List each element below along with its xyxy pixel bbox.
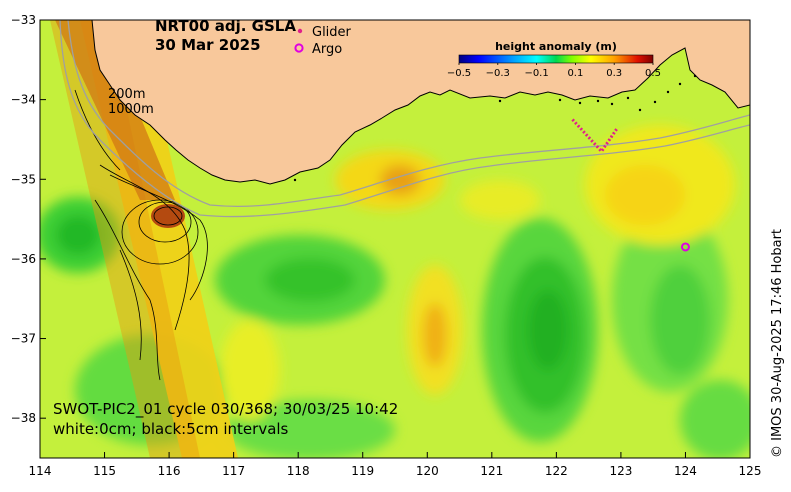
- depth-label-200m: 200m: [108, 87, 145, 102]
- y-axis: −33 −34 −35 −36 −37 −38: [11, 13, 46, 425]
- colorbar-tick-label: −0.1: [524, 68, 548, 79]
- anomaly-low-south: [225, 400, 395, 458]
- x-tick-label: 119: [351, 464, 374, 478]
- x-tick-label: 124: [674, 464, 697, 478]
- isobath-1000m: [59, 20, 750, 218]
- x-tick-label: 121: [480, 464, 503, 478]
- imos-credit: © IMOS 30-Aug-2025 17:46 Hobart: [770, 229, 785, 458]
- argo-markers: [680, 242, 690, 252]
- plot-frame: [39, 19, 751, 459]
- swot-swath-inner: [50, 20, 200, 458]
- coastal-islands: [293, 74, 697, 182]
- swot-contours: [74, 89, 208, 381]
- colorbar-tick-label: −0.3: [486, 68, 510, 79]
- legend-glider-label: Glider: [312, 25, 352, 40]
- colorbar-tick-label: 0.3: [606, 68, 622, 79]
- map-title-line2: 30 Mar 2025: [155, 36, 261, 54]
- argo-marker-icon: [294, 43, 304, 53]
- bathymetry-contours: [59, 20, 750, 218]
- swot-annotation-line2: white:0cm; black:5cm intervals: [53, 420, 289, 438]
- y-tick-label: −34: [11, 93, 36, 107]
- colorbar-bar: [458, 54, 654, 64]
- colorbar-ticks: −0.5 −0.3 −0.1 0.1 0.3 0.5: [447, 63, 661, 79]
- x-tick-label: 114: [29, 464, 52, 478]
- x-tick-label: 122: [545, 464, 568, 478]
- x-tick-label: 123: [609, 464, 632, 478]
- plot-area: [40, 20, 750, 458]
- x-tick-label: 118: [287, 464, 310, 478]
- argo-float-marker: [680, 242, 690, 252]
- depth-label-1000m: 1000m: [108, 102, 154, 117]
- swot-swath-core: [55, 20, 175, 200]
- swot-eddy-high: [151, 204, 185, 228]
- x-tick-label: 116: [158, 464, 181, 478]
- x-tick-label: 115: [93, 464, 116, 478]
- colorbar-title: height anomaly (m): [495, 40, 617, 53]
- y-tick-label: −36: [11, 252, 36, 266]
- y-tick-label: −37: [11, 332, 36, 346]
- colorbar: height anomaly (m) −0.5 −0.3 −0.1 0.1 0.3 0.5: [447, 40, 661, 79]
- x-axis: 114 115 116 117 118 119 120 121 122 123 124 125: [29, 452, 762, 478]
- anomaly-low-southeast: [680, 380, 750, 458]
- x-tick-label: 120: [416, 464, 439, 478]
- y-tick-label: −35: [11, 172, 36, 186]
- legend-argo-label: Argo: [312, 42, 342, 57]
- x-tick-label: 117: [222, 464, 245, 478]
- y-tick-label: −38: [11, 411, 36, 425]
- glider-marker-icon: [297, 28, 303, 34]
- map-title-line1: NRT00 adj. GSLA: [155, 17, 296, 35]
- x-tick-label: 125: [739, 464, 762, 478]
- swot-annotation-line1: SWOT-PIC2_01 cycle 030/368; 30/03/25 10:…: [53, 400, 398, 419]
- map-legend: Glider Argo: [294, 25, 352, 57]
- colorbar-tick-label: 0.1: [567, 68, 583, 79]
- isobath-200m: [67, 20, 750, 207]
- colorbar-tick-label: 0.5: [645, 68, 661, 79]
- colorbar-tick-label: −0.5: [447, 68, 471, 79]
- y-tick-label: −33: [11, 13, 36, 27]
